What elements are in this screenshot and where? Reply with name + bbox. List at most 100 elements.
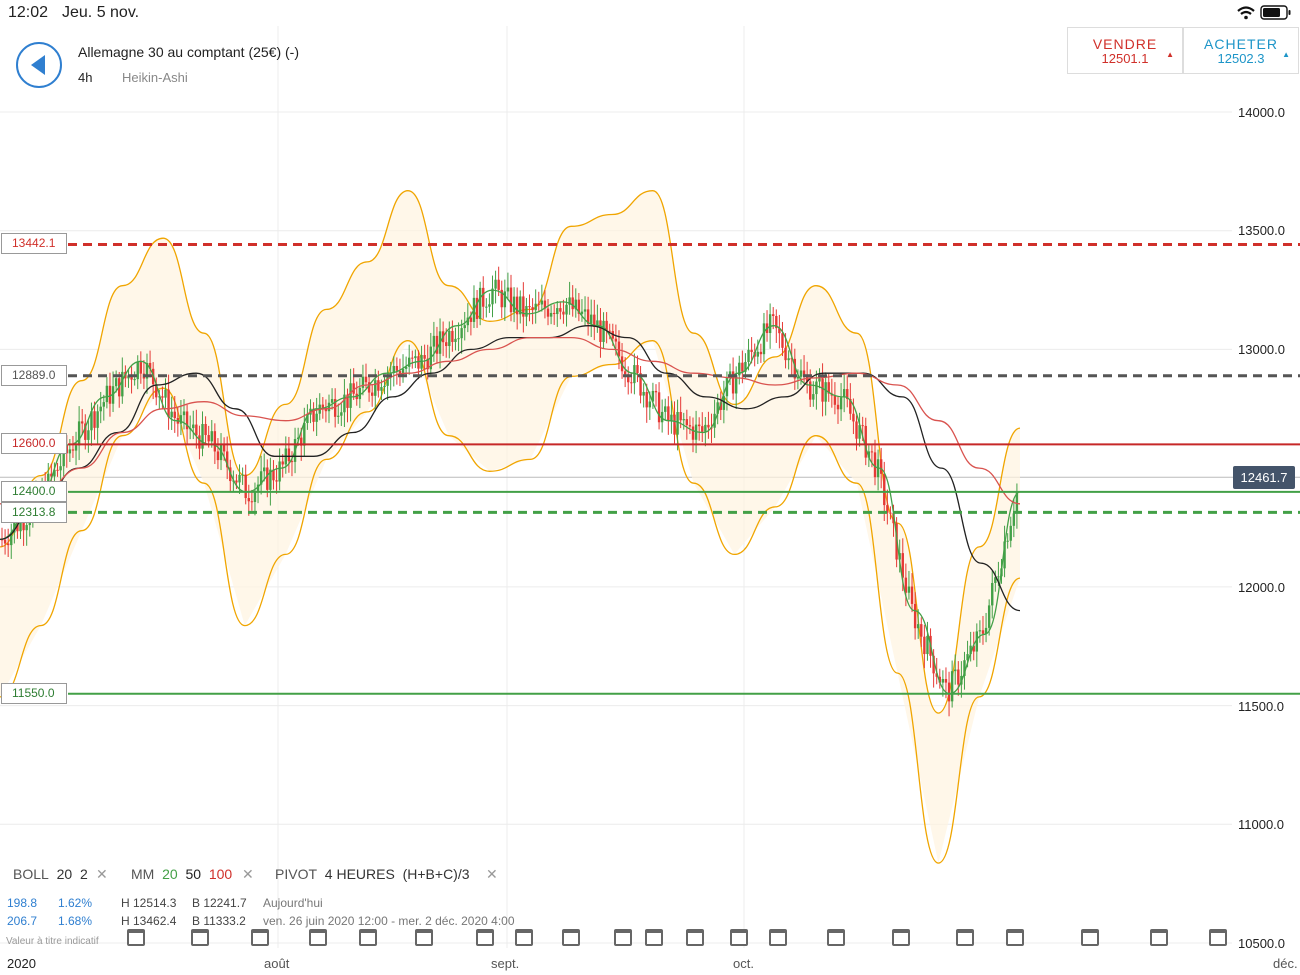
indicator-mm[interactable]: MM 20 50 100 xyxy=(131,866,232,882)
candle-body xyxy=(815,381,818,395)
calendar-event-icon[interactable] xyxy=(191,929,209,946)
stat-change-pct: 1.62% xyxy=(58,896,93,910)
candle-body xyxy=(987,605,991,628)
calendar-event-icon[interactable] xyxy=(769,929,787,946)
candle-body xyxy=(549,312,553,317)
candle-body xyxy=(812,394,815,400)
candle-body xyxy=(148,362,152,369)
candle-body xyxy=(235,480,238,483)
candle-body xyxy=(488,304,491,307)
candle-body xyxy=(213,431,217,452)
calendar-event-icon[interactable] xyxy=(1081,929,1099,946)
candle-body xyxy=(941,679,945,683)
candle-body xyxy=(704,424,707,432)
calendar-event-icon[interactable] xyxy=(892,929,910,946)
calendar-event-icon[interactable] xyxy=(251,929,269,946)
price-tick: 13500.0 xyxy=(1238,223,1285,238)
level-label-12400[interactable]: 12400.0 xyxy=(1,481,67,502)
candle-body xyxy=(367,382,371,393)
indicator-boll[interactable]: BOLL 20 2 xyxy=(13,866,88,882)
mm-50: 50 xyxy=(185,866,202,882)
candle-body xyxy=(475,297,479,319)
calendar-event-icon[interactable] xyxy=(730,929,748,946)
level-label-12889[interactable]: 12889.0 xyxy=(1,365,67,386)
calendar-event-icon[interactable] xyxy=(956,929,974,946)
candle-body xyxy=(559,308,562,312)
calendar-event-icon[interactable] xyxy=(127,929,145,946)
candle-body xyxy=(99,406,102,412)
candle-body xyxy=(870,451,874,453)
level-label-12600[interactable]: 12600.0 xyxy=(1,433,67,454)
candle-body xyxy=(546,308,550,317)
x-label: oct. xyxy=(733,956,754,971)
candle-body xyxy=(950,671,954,702)
remove-boll-button[interactable]: ✕ xyxy=(96,866,108,882)
candle-body xyxy=(522,296,525,317)
candle-body xyxy=(577,299,581,314)
candle-body xyxy=(3,539,7,544)
calendar-event-icon[interactable] xyxy=(415,929,433,946)
back-button[interactable] xyxy=(16,42,62,88)
candle-body xyxy=(71,449,75,451)
sell-arrow-icon: ▲ xyxy=(1166,50,1174,59)
candle-body xyxy=(84,423,87,440)
level-label-13442[interactable]: 13442.1 xyxy=(1,233,67,254)
calendar-event-icon[interactable] xyxy=(1006,929,1024,946)
candle-body xyxy=(852,413,855,422)
candle-body xyxy=(648,401,652,408)
calendar-event-icon[interactable] xyxy=(476,929,494,946)
candle-body xyxy=(59,466,62,471)
buy-button[interactable]: ACHETER 12502.3 ▲ xyxy=(1183,27,1299,74)
sell-button[interactable]: VENDRE 12501.1 ▲ xyxy=(1067,27,1183,74)
calendar-event-icon[interactable] xyxy=(686,929,704,946)
candle-body xyxy=(664,406,667,412)
candle-body xyxy=(580,311,584,314)
candle-body xyxy=(772,314,775,317)
candle-body xyxy=(272,469,275,481)
candle-body xyxy=(445,342,448,347)
candle-body xyxy=(290,461,294,463)
calendar-event-icon[interactable] xyxy=(515,929,533,946)
candle-body xyxy=(491,288,494,305)
price-levels xyxy=(68,242,1300,695)
candle-body xyxy=(432,335,436,347)
candle-body xyxy=(10,532,13,546)
candle-body xyxy=(747,349,750,362)
calendar-event-icon[interactable] xyxy=(562,929,580,946)
candle-body xyxy=(923,636,926,655)
candle-body xyxy=(398,370,402,376)
calendar-event-icon[interactable] xyxy=(309,929,327,946)
candle-body xyxy=(537,303,540,305)
x-label: août xyxy=(264,956,290,971)
calendar-event-icon[interactable] xyxy=(827,929,845,946)
candle-body xyxy=(74,445,78,451)
candle-body xyxy=(636,365,639,374)
status-bar: 12:02 Jeu. 5 nov. xyxy=(0,0,1300,26)
chart-type-selector[interactable]: Heikin-Ashi xyxy=(122,70,188,85)
candle-body xyxy=(957,669,960,685)
candle-body xyxy=(53,469,56,477)
candle-body xyxy=(164,389,167,398)
remove-pivot-button[interactable]: ✕ xyxy=(486,866,498,882)
candle-body xyxy=(170,411,173,418)
candle-body xyxy=(158,396,161,398)
candle-body xyxy=(744,361,747,372)
calendar-event-icon[interactable] xyxy=(645,929,663,946)
calendar-event-icon[interactable] xyxy=(614,929,632,946)
candle-body xyxy=(500,289,503,308)
candle-body xyxy=(944,679,948,683)
moving-averages xyxy=(0,289,1021,695)
x-label: déc. xyxy=(1273,956,1298,971)
level-label-12313[interactable]: 12313.8 xyxy=(1,502,67,523)
remove-mm-button[interactable]: ✕ xyxy=(242,866,254,882)
stat-high: H 13462.4 xyxy=(121,914,177,928)
timeframe-selector[interactable]: 4h xyxy=(78,70,93,85)
calendar-event-icon[interactable] xyxy=(1209,929,1227,946)
candle-body xyxy=(827,382,830,394)
indicator-pivot[interactable]: PIVOT 4 HEURES (H+B+C)/3 xyxy=(275,866,470,882)
calendar-event-icon[interactable] xyxy=(1150,929,1168,946)
level-label-11550[interactable]: 11550.0 xyxy=(1,683,67,704)
calendar-event-icon[interactable] xyxy=(359,929,377,946)
candle-body xyxy=(756,351,759,357)
